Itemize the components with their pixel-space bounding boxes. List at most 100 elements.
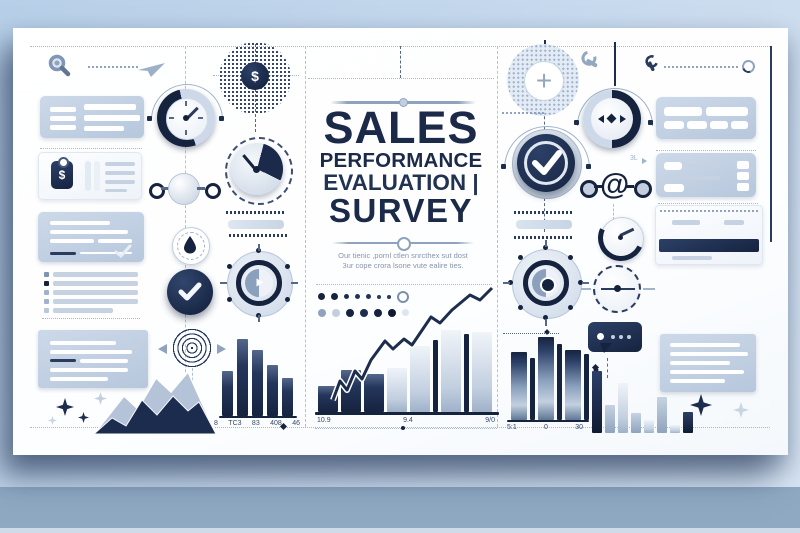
ring-dot xyxy=(543,315,548,320)
spiral-icon xyxy=(172,328,212,368)
dotted-rule xyxy=(514,236,572,239)
card-line xyxy=(672,256,712,260)
progress-dot xyxy=(377,294,381,299)
arc-endpoint xyxy=(219,116,224,121)
chart-bar xyxy=(282,378,293,416)
mountain-chart xyxy=(94,372,216,434)
card-line xyxy=(670,379,725,383)
guide-line xyxy=(308,78,494,79)
form-cell xyxy=(737,183,749,191)
chart-bar xyxy=(631,413,641,433)
ring-dot xyxy=(568,255,573,260)
dial-ring xyxy=(236,260,282,306)
ring-dot xyxy=(578,280,583,285)
connector-line xyxy=(594,185,602,188)
form-line xyxy=(686,164,718,168)
table-cell xyxy=(664,107,702,116)
at-sign-icon: @ xyxy=(600,168,630,202)
arc-endpoint xyxy=(574,120,579,125)
trend-line-chart xyxy=(330,285,495,402)
left-mini-bar-chart xyxy=(222,339,294,416)
guide-line xyxy=(770,46,772,242)
plus-icon: + xyxy=(535,65,553,96)
chart-bar xyxy=(387,368,407,412)
connector-line xyxy=(161,187,169,190)
badge-inner-ring xyxy=(177,232,205,260)
axis-line xyxy=(507,420,589,422)
table-cell xyxy=(731,121,748,129)
paragraph-card xyxy=(38,330,148,388)
arrow-left-icon xyxy=(598,115,604,123)
bubble-tail xyxy=(600,343,612,361)
speech-bubble xyxy=(588,322,642,353)
poster-title: SALES PERFORMANCE EVALUATION | SURVEY xyxy=(303,105,499,228)
chart-bar xyxy=(364,374,384,412)
guide-line xyxy=(400,46,401,78)
guide-line xyxy=(544,198,545,232)
progress-dot xyxy=(318,308,326,317)
card-line xyxy=(50,350,132,354)
form-grid-card xyxy=(656,153,756,197)
axis-tick-label: 9/0 xyxy=(485,417,495,424)
card-line xyxy=(84,115,140,121)
arrow-left-icon xyxy=(158,344,167,354)
axis-tick-label: 408 xyxy=(270,420,282,427)
card-line xyxy=(50,239,94,243)
notes-card xyxy=(660,334,756,392)
bullet xyxy=(44,299,49,304)
card-line xyxy=(105,171,135,175)
list-line xyxy=(53,299,138,304)
crosshair-tick xyxy=(503,282,510,284)
arc-endpoint xyxy=(147,116,152,121)
guide-line xyxy=(607,358,608,378)
dollar-sign: $ xyxy=(251,68,259,84)
connector-line xyxy=(197,187,205,190)
guide-line xyxy=(30,427,770,428)
gauge-tick xyxy=(185,130,187,135)
axis-line xyxy=(219,416,297,418)
card-line xyxy=(670,343,740,347)
price-tag-icon: $ xyxy=(51,161,73,189)
rule-dot xyxy=(401,426,405,430)
at-sign: @ xyxy=(600,168,630,201)
card-line xyxy=(670,370,744,374)
card-line xyxy=(84,104,136,110)
ring-dot xyxy=(227,264,232,269)
guide-line xyxy=(503,333,559,334)
chart-bar xyxy=(565,350,581,420)
axis-labels: 10.9 9.4 9/0 xyxy=(317,417,495,424)
dotted-divider xyxy=(316,284,492,285)
background-strip xyxy=(0,528,800,533)
chart-bar xyxy=(433,340,438,412)
progress-dot xyxy=(402,309,409,316)
progress-dot xyxy=(332,308,340,317)
axis-tick-label: 10.9 xyxy=(317,417,331,424)
progress-dot xyxy=(331,293,338,300)
text-card xyxy=(38,212,144,262)
chart-bar xyxy=(530,358,535,420)
chart-bar xyxy=(472,332,492,412)
chart-bar xyxy=(511,352,527,420)
mini-arrow-icon xyxy=(642,158,647,164)
card-line xyxy=(105,180,135,184)
title-line-3: EVALUATION | xyxy=(323,170,479,195)
dial-center-dot xyxy=(614,285,621,292)
droplet-icon xyxy=(184,236,196,254)
axis-tick-label: 30 xyxy=(575,424,583,431)
dial-face xyxy=(245,269,273,297)
bubble-dot xyxy=(619,335,623,339)
chart-bar xyxy=(605,405,615,433)
ring-dot xyxy=(518,305,523,310)
progress-dot xyxy=(318,293,325,300)
table-cell xyxy=(664,121,684,129)
progress-dots-row-2 xyxy=(318,308,409,317)
ring-dot xyxy=(285,297,290,302)
progress-dot xyxy=(360,308,368,317)
guide-line xyxy=(305,46,306,427)
crosshair-tick xyxy=(291,282,298,284)
ring-dot xyxy=(568,305,573,310)
card-line xyxy=(105,189,127,192)
card-line xyxy=(50,230,128,234)
pill-bar xyxy=(228,220,284,229)
ring-dot xyxy=(508,280,513,285)
